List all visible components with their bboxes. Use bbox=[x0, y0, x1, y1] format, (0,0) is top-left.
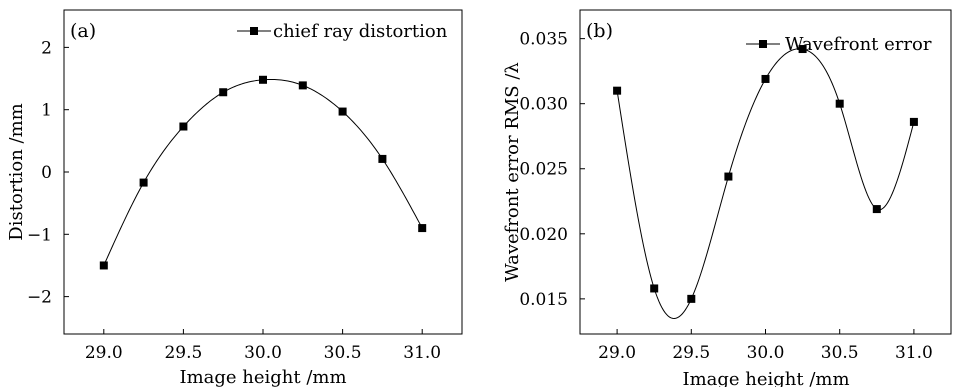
data-point bbox=[179, 122, 188, 131]
x-tick-label: 30.5 bbox=[821, 343, 859, 363]
data-point bbox=[798, 45, 807, 54]
data-point bbox=[724, 172, 733, 181]
data-point bbox=[99, 261, 108, 270]
data-point bbox=[139, 178, 148, 187]
x-tick-label: 30.5 bbox=[324, 343, 362, 363]
y-axis-title: Wavefront error RMS /λ bbox=[502, 62, 523, 282]
data-point bbox=[338, 107, 347, 116]
axes: 29.0 29.5 30.0 30.5 31.0 2 1 0 −1 −2 bbox=[27, 38, 441, 363]
y-tick-label: 0.035 bbox=[519, 30, 568, 50]
plot-frame bbox=[579, 9, 952, 335]
x-tick-label: 30.0 bbox=[244, 343, 282, 363]
y-tick-label: 2 bbox=[41, 38, 52, 58]
y-tick-label: −1 bbox=[27, 225, 52, 245]
data-point bbox=[259, 75, 267, 84]
data-point bbox=[872, 205, 881, 214]
panel-label: (a) bbox=[70, 20, 96, 42]
data-point bbox=[613, 86, 622, 95]
series-line bbox=[616, 48, 915, 320]
y-tick-label: 0.025 bbox=[519, 160, 568, 180]
data-point bbox=[298, 81, 307, 90]
y-tick-label: 1 bbox=[41, 101, 52, 121]
data-point bbox=[909, 117, 918, 126]
y-tick-label: 0.030 bbox=[519, 95, 568, 115]
data-point bbox=[378, 154, 387, 163]
legend-marker bbox=[250, 27, 258, 35]
axes: 29.0 29.5 30.0 30.5 31.0 0.035 0.030 0.025 0.020… bbox=[519, 30, 933, 363]
x-tick-label: 29.5 bbox=[672, 343, 710, 363]
panel-a-distortion-chart: (a) Image height /mm Distortion /mm 29.0… bbox=[6, 9, 463, 387]
data-point bbox=[687, 294, 696, 303]
x-tick-label: 29.0 bbox=[85, 343, 123, 363]
y-axis-title: Distortion /mm bbox=[6, 103, 27, 240]
plot-frame bbox=[63, 9, 463, 335]
x-tick-label: 29.0 bbox=[598, 343, 636, 363]
y-tick-label: 0 bbox=[41, 163, 52, 183]
legend-label: chief ray distortion bbox=[273, 21, 448, 42]
x-tick-label: 31.0 bbox=[895, 343, 933, 363]
data-point bbox=[835, 99, 844, 108]
x-tick-label: 30.0 bbox=[747, 343, 785, 363]
data-point bbox=[219, 88, 228, 97]
marker-layer bbox=[99, 75, 427, 270]
y-tick-label: 0.015 bbox=[519, 290, 568, 310]
legend-label: Wavefront error bbox=[785, 34, 932, 55]
y-tick-label: 0.020 bbox=[519, 225, 568, 245]
curve-layer bbox=[616, 48, 915, 320]
data-point bbox=[650, 284, 659, 293]
curve-layer bbox=[103, 78, 423, 266]
marker-layer bbox=[613, 45, 918, 303]
x-axis-title: Image height /mm bbox=[179, 367, 346, 387]
x-tick-label: 31.0 bbox=[403, 343, 441, 363]
data-point bbox=[761, 74, 770, 83]
x-tick-label: 29.5 bbox=[164, 343, 202, 363]
data-point bbox=[418, 224, 427, 233]
legend: chief ray distortion bbox=[237, 21, 448, 42]
legend: Wavefront error bbox=[746, 34, 932, 55]
series-line bbox=[103, 78, 423, 266]
y-tick-label: −2 bbox=[27, 288, 52, 308]
legend-marker bbox=[759, 40, 767, 48]
panel-label: (b) bbox=[586, 20, 613, 42]
panel-b-wavefront-chart: (b) Image height /mm Wavefront error RMS… bbox=[502, 9, 952, 387]
x-axis-title: Image height /mm bbox=[682, 369, 849, 387]
